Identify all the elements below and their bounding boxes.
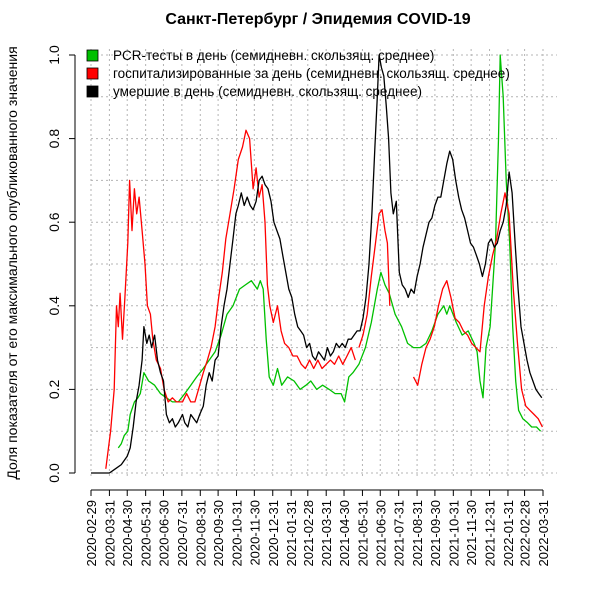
x-tick-label: 2021-08-31 — [410, 500, 425, 567]
x-tick-label: 2021-09-30 — [428, 500, 443, 567]
legend: PCR-тесты в день (семидневн. скользящ. с… — [86, 48, 510, 99]
legend-label: PCR-тесты в день (семидневн. скользящ. с… — [113, 48, 434, 63]
x-tick-label: 2020-07-31 — [175, 500, 190, 567]
x-tick-label: 2020-09-30 — [211, 500, 226, 567]
x-tick-label: 2022-03-31 — [536, 500, 551, 567]
x-tick-label: 2021-10-31 — [446, 500, 461, 567]
legend-swatch — [86, 67, 99, 80]
x-tick-label: 2021-03-31 — [319, 500, 334, 567]
x-tick-label: 2020-02-29 — [84, 500, 99, 567]
grid — [90, 49, 557, 477]
legend-swatch — [86, 49, 99, 62]
series-line-deaths — [91, 54, 543, 474]
series-line-hospitalized-segment-3 — [412, 192, 543, 428]
y-tick-label: 0.6 — [46, 212, 62, 232]
x-tick-label: 2020-08-31 — [193, 500, 208, 567]
series-line-pcr — [117, 54, 542, 449]
y-tick-label: 1.0 — [46, 45, 62, 65]
x-tick-label: 2021-01-31 — [284, 500, 299, 567]
chart-title: Санкт-Петербург / Эпидемия COVID-19 — [165, 11, 470, 28]
x-tick-label: 2022-01-31 — [501, 500, 516, 567]
series — [91, 54, 543, 474]
y-tick-label: 0.4 — [46, 296, 62, 316]
x-tick-label: 2021-04-30 — [337, 500, 352, 567]
x-tick-label: 2021-12-31 — [483, 500, 498, 567]
x-tick-label: 2021-06-30 — [373, 500, 388, 567]
x-tick-label: 2020-12-31 — [266, 500, 281, 567]
x-tick-label: 2021-05-31 — [355, 500, 370, 567]
y-tick-label: 0.8 — [46, 129, 62, 149]
legend-label: госпитализированные за день (семидневн. … — [113, 66, 510, 81]
x-tick-label: 2020-03-31 — [102, 500, 117, 567]
series-line-hospitalized — [105, 129, 356, 469]
y-tick-label: 0.2 — [46, 379, 62, 399]
y-tick-label: 0.0 — [46, 463, 62, 483]
legend-swatch — [86, 85, 99, 98]
x-tick-label: 2020-05-31 — [139, 500, 154, 567]
x-tick-label: 2021-11-30 — [464, 500, 479, 566]
x-tick-label: 2021-07-31 — [392, 500, 407, 567]
x-tick-label: 2020-04-30 — [120, 500, 135, 567]
x-tick-label: 2020-06-30 — [156, 500, 171, 567]
legend-label: умершие в день (семидневн. скользящ. сре… — [113, 84, 422, 99]
x-tick-label: 2020-10-31 — [230, 500, 245, 567]
x-tick-label: 2022-02-28 — [518, 500, 533, 567]
x-tick-label: 2020-11-30 — [247, 500, 262, 566]
y-axis-label: Доля показателя от его максимального опу… — [4, 46, 20, 479]
x-tick-label: 2021-02-28 — [301, 500, 316, 567]
series-line-hospitalized-segment-2 — [358, 209, 391, 348]
